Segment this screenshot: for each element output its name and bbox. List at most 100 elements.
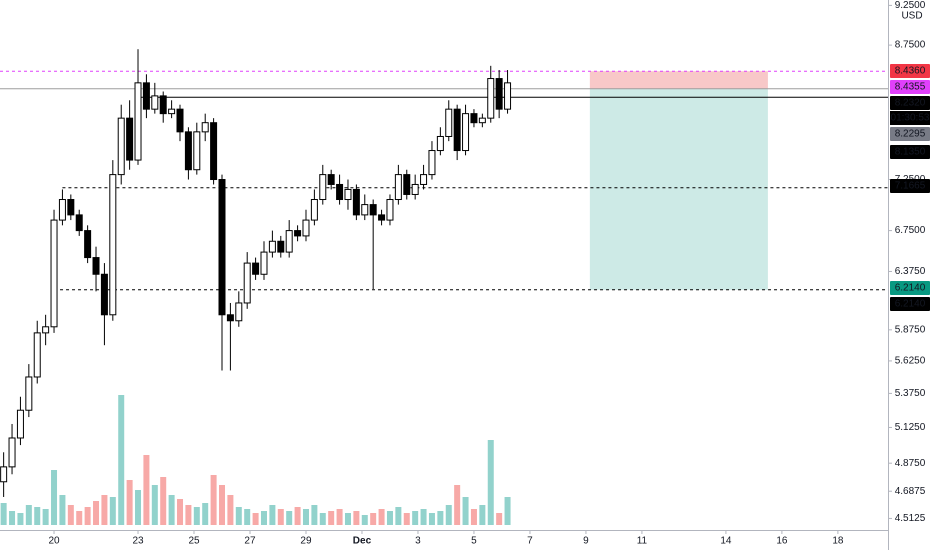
candle-body bbox=[285, 230, 293, 253]
volume-bar bbox=[454, 485, 461, 525]
volume-bar bbox=[252, 513, 259, 525]
x-tick-label: 3 bbox=[415, 536, 421, 547]
x-tick-label: 27 bbox=[244, 536, 256, 547]
x-tick-label: Dec bbox=[353, 536, 372, 547]
candle-body bbox=[33, 332, 41, 378]
candle-body bbox=[344, 188, 352, 201]
candle-body bbox=[436, 135, 444, 152]
candle-body bbox=[201, 122, 209, 133]
candle-body bbox=[260, 251, 268, 275]
candle-body bbox=[243, 262, 251, 304]
currency-label: USD bbox=[901, 11, 922, 22]
candle-body bbox=[134, 82, 142, 161]
candle-body bbox=[184, 131, 192, 171]
countdown: 01:30:53 bbox=[891, 113, 930, 124]
volume-bar bbox=[244, 509, 251, 525]
volume-bar bbox=[193, 507, 200, 525]
x-tick-label: 23 bbox=[132, 536, 144, 547]
price-label-bg bbox=[890, 179, 930, 193]
volume-bar bbox=[403, 513, 410, 525]
volume-bar bbox=[143, 455, 150, 525]
volume-bar bbox=[160, 477, 167, 525]
x-tick-label: 18 bbox=[832, 536, 844, 547]
volume-bar bbox=[109, 497, 116, 525]
candle-body bbox=[210, 122, 218, 181]
volume-bar bbox=[42, 509, 49, 525]
candle-body bbox=[159, 95, 167, 115]
price-label-bg bbox=[890, 80, 930, 94]
candle-body bbox=[336, 183, 344, 201]
volume-bar bbox=[227, 495, 234, 525]
countdown-bg bbox=[890, 111, 930, 125]
candle-body bbox=[327, 174, 335, 185]
volume-bar bbox=[336, 509, 343, 525]
volume-bar bbox=[76, 511, 83, 525]
price-label-bg bbox=[890, 297, 930, 311]
candle-body bbox=[226, 314, 234, 322]
volume-bar bbox=[177, 499, 184, 525]
volume-bar bbox=[59, 495, 66, 525]
candle-body bbox=[319, 174, 327, 201]
y-tick-label: 4.6875 bbox=[895, 486, 926, 497]
candle-body bbox=[411, 183, 419, 195]
volume-bar bbox=[25, 505, 32, 525]
candle-body bbox=[378, 214, 386, 221]
volume-bar bbox=[34, 507, 41, 525]
volume-bar bbox=[487, 440, 494, 525]
volume-bar bbox=[496, 513, 503, 525]
candle-body bbox=[294, 230, 302, 237]
price-label-bg bbox=[890, 96, 930, 110]
volume-bar bbox=[353, 511, 360, 525]
volume-bar bbox=[219, 485, 225, 525]
candle-body bbox=[50, 219, 58, 328]
candle-body bbox=[277, 240, 285, 253]
volume-bar bbox=[277, 509, 284, 525]
price-label: 8.1350 bbox=[895, 147, 926, 158]
y-tick-label: 4.8750 bbox=[895, 458, 926, 469]
volume-bar bbox=[93, 501, 100, 525]
candle-body bbox=[361, 204, 369, 216]
volume-bar bbox=[344, 513, 351, 525]
candle-body bbox=[75, 214, 83, 232]
volume-bar bbox=[361, 515, 368, 525]
candle-body bbox=[168, 108, 176, 115]
price-label: 6.2140 bbox=[895, 283, 926, 294]
volume-bar bbox=[470, 509, 477, 525]
candle-body bbox=[394, 174, 402, 201]
candle-body bbox=[445, 108, 453, 137]
stop-zone bbox=[589, 71, 768, 89]
volume-bar bbox=[84, 507, 91, 525]
candle-body bbox=[109, 174, 117, 316]
volume-bar bbox=[294, 507, 301, 525]
y-tick-label: 5.8750 bbox=[895, 324, 926, 335]
candle-body bbox=[252, 262, 260, 275]
candle-body bbox=[487, 78, 495, 119]
price-label-bg bbox=[890, 145, 930, 159]
candle-body bbox=[84, 230, 92, 259]
candle-body bbox=[235, 302, 243, 322]
candle-body bbox=[8, 437, 16, 468]
candle-body bbox=[151, 95, 159, 110]
candle-body bbox=[470, 113, 478, 124]
volume-bar bbox=[437, 511, 444, 525]
volume-bar bbox=[412, 511, 419, 525]
x-tick-label: 11 bbox=[637, 536, 648, 547]
candle-body bbox=[478, 117, 486, 124]
volume-bar bbox=[311, 505, 318, 525]
price-label: 7.1665 bbox=[895, 181, 926, 192]
volume-bar bbox=[395, 507, 402, 525]
volume-bar bbox=[445, 505, 452, 525]
volume-bar bbox=[370, 513, 377, 525]
candle-body bbox=[369, 204, 377, 216]
target-zone bbox=[589, 88, 768, 290]
volume-bar bbox=[319, 513, 326, 525]
candle-body bbox=[25, 376, 33, 411]
candle-body bbox=[352, 188, 360, 216]
volume-bar bbox=[151, 485, 158, 525]
candle-body bbox=[462, 113, 470, 152]
candle-body bbox=[58, 199, 66, 221]
volume-bar bbox=[135, 490, 142, 525]
candle-body bbox=[42, 326, 50, 334]
x-tick-label: 9 bbox=[583, 536, 589, 547]
candle-body bbox=[310, 199, 318, 221]
